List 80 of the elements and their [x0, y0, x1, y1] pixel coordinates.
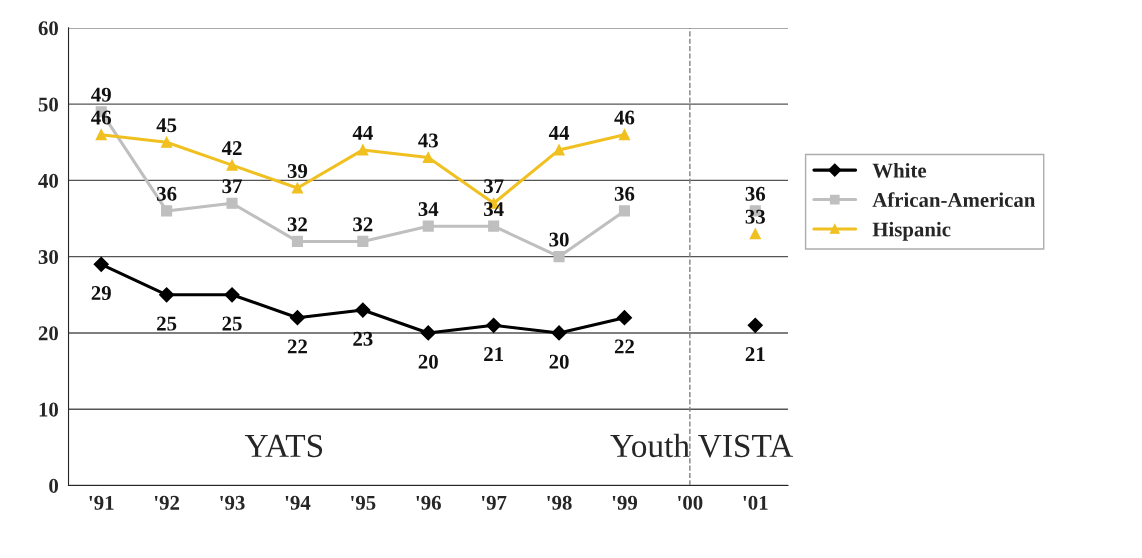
- point: [553, 144, 565, 156]
- point: [422, 220, 434, 232]
- point: [486, 317, 502, 333]
- data-label: 22: [287, 339, 307, 354]
- data-label: 29: [91, 286, 111, 301]
- data-label: 32: [353, 217, 373, 232]
- x-tick-label: '98: [547, 495, 572, 510]
- x-tick-label: '92: [154, 495, 180, 510]
- data-label: 46: [614, 110, 635, 125]
- point: [226, 159, 238, 171]
- point: [159, 287, 175, 303]
- data-label: 37: [222, 179, 242, 194]
- x-tick-label: '94: [285, 495, 311, 510]
- y-tick-label: 40: [38, 173, 58, 188]
- point: [618, 205, 631, 217]
- y-tick-label: 10: [39, 402, 58, 417]
- point: [161, 136, 173, 148]
- point: [93, 256, 109, 272]
- y-tick-label: 50: [38, 97, 58, 112]
- data-label: 36: [614, 186, 635, 201]
- point: [551, 325, 567, 341]
- x-tick-label: '01: [743, 495, 768, 510]
- data-label: 23: [353, 331, 373, 346]
- point: [226, 197, 238, 209]
- x-tick-label: '95: [351, 495, 376, 510]
- x-tick-label: '99: [612, 495, 638, 510]
- data-label: 44: [352, 125, 373, 140]
- data-label: 37: [484, 179, 504, 194]
- point: [422, 151, 434, 164]
- point: [357, 235, 369, 247]
- point: [420, 325, 436, 341]
- data-label: 33: [745, 209, 765, 224]
- point: [747, 317, 763, 333]
- x-tick-label: '93: [220, 495, 245, 510]
- point: [161, 205, 173, 217]
- point: [618, 129, 631, 141]
- data-label: 30: [549, 232, 569, 247]
- point: [616, 310, 633, 326]
- data-label: 25: [157, 316, 177, 331]
- legend-label: African-American: [872, 192, 1036, 208]
- data-label: 34: [484, 202, 504, 217]
- x-tick-label: '00: [678, 495, 703, 510]
- data-label: 21: [484, 347, 503, 361]
- annotation: Youth VISTA: [610, 433, 794, 458]
- data-label: 43: [418, 133, 438, 148]
- data-label: 22: [614, 339, 634, 354]
- y-tick-label: 30: [38, 250, 58, 265]
- point: [357, 144, 369, 156]
- annotation: YATS: [244, 434, 323, 458]
- point: [749, 228, 761, 240]
- point: [289, 310, 306, 326]
- point: [224, 287, 240, 303]
- data-label: 46: [91, 110, 112, 125]
- point: [488, 220, 500, 232]
- point: [95, 129, 107, 141]
- y-tick-label: 20: [38, 326, 58, 341]
- x-tick-label: '91: [89, 495, 114, 510]
- data-label: 44: [548, 125, 570, 140]
- point: [355, 302, 371, 318]
- data-label: 20: [418, 354, 438, 369]
- x-tick-label: '97: [481, 495, 507, 510]
- data-label: 36: [157, 186, 177, 201]
- data-label: 32: [287, 217, 307, 232]
- point: [553, 251, 565, 263]
- y-tick-label: 60: [38, 21, 58, 36]
- y-tick-label: 0: [49, 478, 58, 493]
- data-label: 21: [745, 347, 765, 361]
- data-label: 36: [745, 186, 766, 201]
- data-label: 25: [222, 316, 242, 331]
- data-label: 49: [91, 87, 111, 102]
- data-label: 45: [156, 118, 177, 133]
- data-label: 34: [418, 202, 439, 217]
- x-tick-label: '96: [416, 495, 441, 510]
- point: [291, 235, 303, 247]
- data-label: 39: [287, 163, 308, 178]
- legend-label: Hispanic: [872, 221, 951, 241]
- legend-label: White: [872, 162, 927, 178]
- point: [291, 182, 303, 194]
- data-label: 20: [549, 354, 569, 369]
- data-label: 42: [221, 141, 242, 155]
